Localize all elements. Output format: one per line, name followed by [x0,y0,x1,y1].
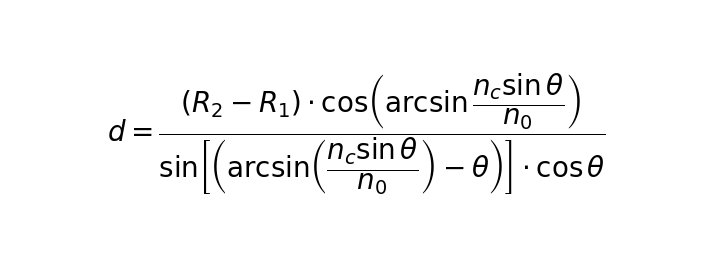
Text: $d = \dfrac{(R_2 - R_1) \cdot \cos\!\left(\arcsin \dfrac{n_c \sin\theta}{n_0}\ri: $d = \dfrac{(R_2 - R_1) \cdot \cos\!\lef… [107,71,606,197]
